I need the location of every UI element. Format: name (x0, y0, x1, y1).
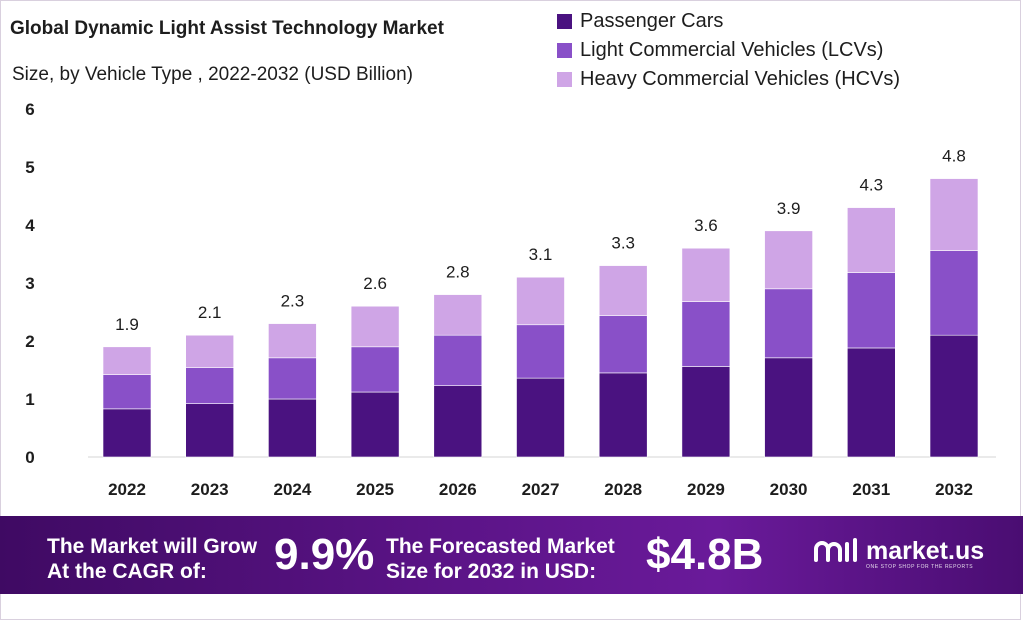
y-tick-label: 5 (25, 158, 34, 177)
bar-segment-hcvs (516, 276, 565, 326)
bar-segment-hcvs (681, 247, 731, 302)
stacked-bar-chart: 0 1 2 3 4 5 6 1.9 2022 2.1 2023 2.3 2024 2.6 2025 2.8 20… (25, 100, 996, 499)
bar-segment-hcvs (598, 265, 648, 316)
bar-segment-lcvs (516, 324, 565, 379)
forecast-caption-line2: Size for 2032 in USD: (386, 560, 597, 583)
bar-segment-lcvs (598, 315, 648, 374)
x-tick-label: 2029 (687, 480, 725, 499)
bar-total-label: 2.3 (281, 292, 305, 311)
chart-title: Global Dynamic Light Assist Technology M… (10, 18, 444, 39)
x-tick-label: 2024 (273, 480, 311, 499)
bar-segment-lcvs (929, 250, 979, 336)
bar-total-label: 1.9 (115, 315, 139, 334)
bar-segment-passenger-cars (516, 377, 565, 458)
bar-total-label: 2.1 (198, 303, 222, 322)
x-tick-label: 2023 (191, 480, 229, 499)
x-tick-label: 2027 (522, 480, 560, 499)
bar-total-label: 2.6 (363, 274, 387, 293)
bar-segment-passenger-cars (102, 408, 152, 458)
bar-segment-hcvs (433, 294, 483, 336)
bar-segment-passenger-cars (598, 372, 648, 458)
legend-item-lcvs: Light Commercial Vehicles (LCVs) (557, 36, 900, 65)
chart-subtitle: Size, by Vehicle Type , 2022-2032 (USD B… (12, 64, 413, 85)
bar-segment-hcvs (929, 178, 979, 251)
bar-segment-lcvs (681, 301, 731, 367)
bar-segment-passenger-cars (846, 347, 896, 458)
bar-total-label: 4.8 (942, 147, 966, 166)
legend-item-passenger-cars: Passenger Cars (557, 7, 900, 36)
bar-segment-passenger-cars (350, 391, 400, 458)
summary-banner: The Market will Grow At the CAGR of: 9.9… (0, 516, 1023, 594)
bar-total-label: 2.8 (446, 263, 470, 282)
bar-total-label: 3.1 (529, 245, 553, 264)
x-tick-label: 2022 (108, 480, 146, 499)
market-us-logo-icon (814, 538, 857, 562)
bar-segment-passenger-cars (929, 334, 979, 458)
bar-segment-lcvs (268, 357, 317, 400)
legend-swatch-hcvs (557, 72, 572, 87)
x-tick-label: 2026 (439, 480, 477, 499)
x-tick-label: 2031 (852, 480, 890, 499)
bar-segment-passenger-cars (268, 398, 317, 458)
legend: Passenger Cars Light Commercial Vehicles… (557, 7, 900, 94)
bar-segment-lcvs (350, 346, 400, 393)
y-tick-label: 1 (25, 390, 34, 409)
logo-name: market.us (866, 537, 985, 565)
bar-segment-passenger-cars (433, 385, 483, 458)
legend-swatch-lcvs (557, 43, 572, 58)
cagr-caption-line1: The Market will Grow (47, 535, 258, 558)
cagr-caption-line2: At the CAGR of: (47, 560, 207, 583)
legend-label-lcvs: Light Commercial Vehicles (LCVs) (580, 39, 884, 61)
bar-total-label: 3.6 (694, 216, 718, 235)
bar-segment-passenger-cars (681, 366, 731, 458)
bar-segment-hcvs (185, 334, 234, 368)
y-tick-label: 2 (25, 332, 34, 351)
forecast-caption-line1: The Forecasted Market (386, 535, 615, 558)
legend-item-hcvs: Heavy Commercial Vehicles (HCVs) (557, 65, 900, 94)
y-tick-label: 4 (25, 216, 35, 235)
bar-segment-hcvs (846, 207, 896, 273)
x-tick-label: 2025 (356, 480, 394, 499)
bar-segment-lcvs (764, 288, 813, 359)
bar-segment-lcvs (433, 334, 483, 386)
bar-segment-hcvs (764, 230, 813, 290)
bar-total-label: 4.3 (859, 176, 883, 195)
cagr-value: 9.9% (274, 530, 375, 579)
y-tick-label: 3 (25, 274, 34, 293)
market-us-logo: market.us (812, 536, 984, 566)
bar-segment-hcvs (102, 346, 152, 375)
bar-segment-lcvs (846, 272, 896, 349)
bar-segment-lcvs (185, 367, 234, 404)
bar-segment-passenger-cars (764, 357, 813, 458)
x-tick-label: 2030 (770, 480, 808, 499)
bar-total-label: 3.3 (611, 234, 635, 253)
forecast-caption: The Forecasted Market Size for 2032 in U… (386, 534, 615, 584)
y-tick-label: 0 (25, 448, 34, 467)
bar-segment-hcvs (350, 305, 400, 348)
bar-segment-lcvs (102, 374, 152, 410)
cagr-caption: The Market will Grow At the CAGR of: (47, 534, 257, 584)
legend-swatch-passenger-cars (557, 14, 572, 29)
y-tick-label: 6 (25, 100, 34, 119)
logo-tagline: ONE STOP SHOP FOR THE REPORTS (866, 564, 974, 570)
forecast-value: $4.8B (646, 530, 764, 579)
legend-label-hcvs: Heavy Commercial Vehicles (HCVs) (580, 68, 901, 90)
x-tick-label: 2032 (935, 480, 973, 499)
x-tick-label: 2028 (604, 480, 642, 499)
bar-total-label: 3.9 (777, 199, 801, 218)
bar-segment-hcvs (268, 323, 317, 359)
bar-segment-passenger-cars (185, 403, 234, 458)
legend-label-passenger-cars: Passenger Cars (580, 10, 724, 32)
